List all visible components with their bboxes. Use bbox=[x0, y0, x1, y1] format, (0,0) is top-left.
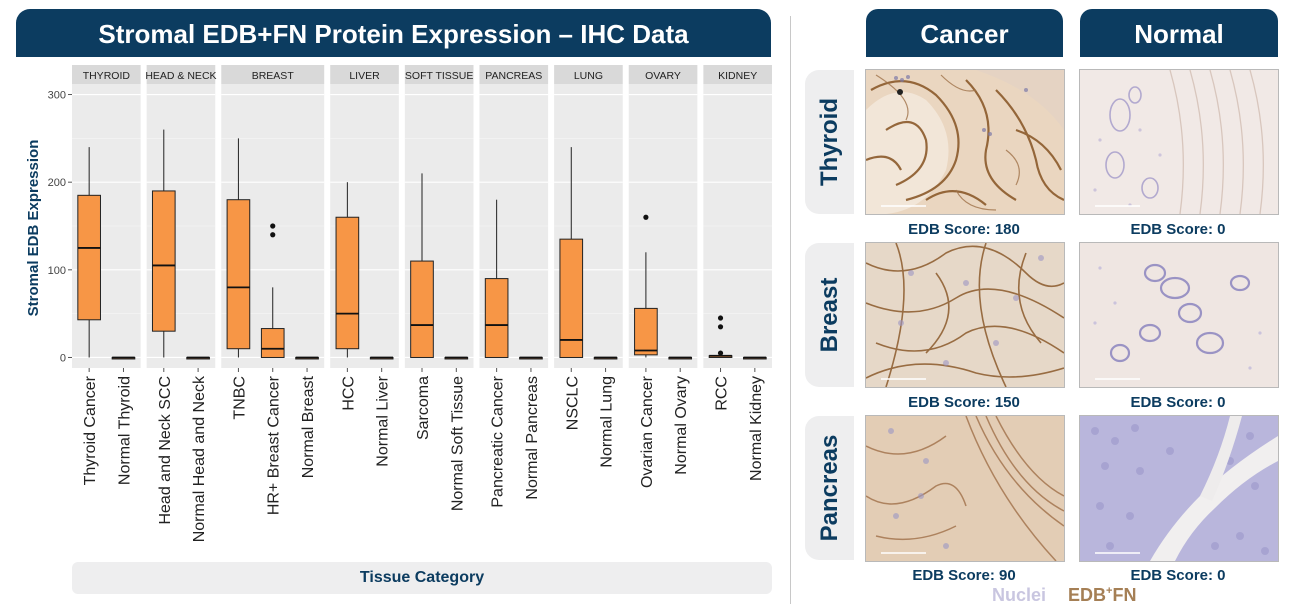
outlier-point bbox=[717, 350, 724, 356]
y-tick-label: 100 bbox=[48, 265, 66, 277]
ihc-image-pancreas-normal bbox=[1079, 415, 1279, 562]
row-label-breast: Breast bbox=[805, 243, 854, 387]
panel-strip bbox=[221, 65, 325, 84]
panel-strip bbox=[628, 65, 698, 84]
x-tick-label: Normal Kidney bbox=[748, 376, 765, 481]
panel-strip bbox=[703, 65, 772, 84]
x-tick-label: Head and Neck SCC bbox=[157, 376, 174, 525]
panel-label: OVARY bbox=[645, 70, 681, 82]
ihc-image-breast-cancer bbox=[865, 242, 1065, 388]
ihc-image-pancreas-cancer bbox=[865, 415, 1065, 562]
box bbox=[410, 260, 434, 358]
panel-strip bbox=[330, 65, 399, 84]
panel-strip bbox=[554, 65, 623, 84]
box bbox=[634, 307, 658, 356]
x-tick-label: Normal Pancreas bbox=[524, 376, 541, 500]
x-tick-label: Normal Breast bbox=[300, 375, 317, 478]
x-tick-label: Normal Thyroid bbox=[116, 376, 133, 485]
panel-label: PANCREAS bbox=[485, 70, 542, 82]
score-pancreas-normal: EDB Score: 0 bbox=[1130, 567, 1226, 584]
panel-label: HEAD & NECK bbox=[145, 70, 216, 82]
divider bbox=[790, 16, 791, 604]
x-tick-label: Normal Ovary bbox=[673, 376, 690, 475]
outlier-point bbox=[717, 315, 724, 321]
panel-label: LIVER bbox=[349, 70, 380, 82]
column-header-normal: Normal bbox=[1080, 9, 1278, 57]
panel-strip bbox=[404, 65, 474, 84]
panel-strip bbox=[72, 65, 141, 84]
x-tick-label: HCC bbox=[340, 376, 357, 411]
legend-edb-fn: EDB+FN bbox=[1068, 585, 1137, 605]
panel-label: BREAST bbox=[252, 70, 295, 82]
ihc-image-thyroid-cancer bbox=[865, 69, 1065, 215]
box bbox=[335, 216, 360, 350]
y-tick-label: 300 bbox=[48, 90, 66, 102]
outlier-point bbox=[643, 214, 649, 220]
score-pancreas-cancer: EDB Score: 90 bbox=[912, 567, 1016, 584]
score-breast-cancer: EDB Score: 150 bbox=[908, 394, 1020, 411]
panel-label: LUNG bbox=[574, 70, 603, 82]
x-tick-label: RCC bbox=[714, 376, 731, 411]
score-thyroid-normal: EDB Score: 0 bbox=[1130, 221, 1226, 238]
box bbox=[260, 328, 285, 358]
score-thyroid-cancer: EDB Score: 180 bbox=[908, 221, 1020, 238]
score-breast-normal: EDB Score: 0 bbox=[1130, 394, 1226, 411]
column-header-cancer: Cancer bbox=[866, 9, 1063, 57]
outlier-point bbox=[270, 232, 276, 238]
outlier-point bbox=[270, 223, 276, 229]
x-tick-label: TNBC bbox=[231, 376, 248, 420]
panel-label: THYROID bbox=[83, 70, 131, 82]
box bbox=[77, 194, 101, 321]
box bbox=[484, 278, 509, 358]
y-tick-label: 200 bbox=[48, 177, 66, 189]
x-tick-label: HR+ Breast Cancer bbox=[266, 375, 283, 515]
x-tick-label: Normal Head and Neck bbox=[191, 375, 208, 542]
x-tick-label: Normal Lung bbox=[599, 376, 616, 468]
chart-title: Stromal EDB+FN Protein Expression – IHC … bbox=[16, 9, 771, 57]
panel-label: SOFT TISSUE bbox=[405, 70, 473, 82]
outlier-point bbox=[717, 324, 724, 330]
y-axis-title: Stromal EDB Expression bbox=[25, 140, 42, 317]
box bbox=[559, 238, 584, 358]
legend-nuclei: Nuclei bbox=[992, 585, 1047, 605]
x-tick-label: Sarcoma bbox=[415, 376, 432, 440]
panel-label: KIDNEY bbox=[718, 70, 757, 82]
row-label-pancreas: Pancreas bbox=[805, 416, 854, 560]
x-tick-label: NSCLC bbox=[564, 376, 581, 430]
x-tick-label: Normal Soft Tissue bbox=[449, 376, 466, 511]
x-tick-label: Pancreatic Cancer bbox=[490, 375, 507, 507]
ihc-image-thyroid-normal bbox=[1079, 69, 1279, 215]
boxplot-chart: Stromal EDB Expression 0 100 200 300 THYROID… bbox=[25, 65, 772, 542]
x-axis-title: Tissue Category bbox=[72, 562, 772, 594]
x-tick-label: Thyroid Cancer bbox=[82, 375, 99, 485]
box bbox=[226, 199, 251, 350]
row-label-thyroid: Thyroid bbox=[805, 70, 854, 214]
panel-strip bbox=[146, 65, 216, 84]
y-tick-label: 0 bbox=[60, 352, 66, 364]
x-tick-label: Ovarian Cancer bbox=[639, 375, 656, 488]
ihc-image-breast-normal bbox=[1079, 242, 1279, 388]
x-tick-label: Normal Liver bbox=[375, 375, 392, 466]
box bbox=[151, 190, 176, 332]
panel-strip bbox=[479, 65, 549, 84]
